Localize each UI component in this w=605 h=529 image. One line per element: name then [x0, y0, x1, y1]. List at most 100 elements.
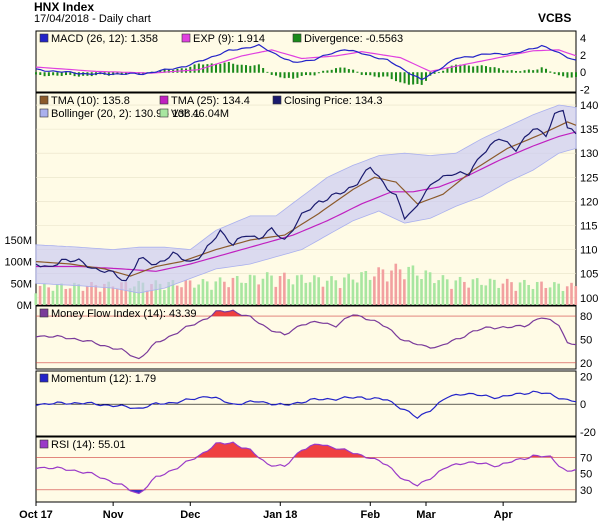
legend-swatch	[39, 373, 49, 383]
divergence-bar	[335, 68, 337, 73]
y-tick-label: 30	[580, 485, 592, 497]
y-tick-label: 125	[580, 172, 598, 184]
exp-line	[35, 49, 577, 74]
volume-bar	[43, 283, 46, 305]
legend-swatch	[272, 95, 282, 105]
volume-bar	[60, 283, 63, 305]
divergence-bar	[455, 64, 457, 73]
volume-bar	[505, 278, 509, 305]
divergence-bar	[232, 63, 235, 73]
volume-tick-label: 100M	[4, 257, 32, 269]
divergence-bar	[523, 70, 526, 73]
y-tick-label: 135	[580, 124, 598, 136]
legend-swatch	[181, 33, 191, 43]
divergence-bar	[570, 72, 573, 78]
volume-bar	[141, 282, 145, 305]
volume-bar	[274, 286, 278, 305]
volume-bar	[510, 282, 513, 305]
volume-bar	[450, 288, 453, 305]
closing-price-line	[35, 109, 577, 282]
volume-bar	[68, 288, 72, 305]
divergence-bar	[107, 72, 110, 76]
volume-bar	[175, 285, 179, 305]
chart-title: HNX Index	[34, 0, 95, 14]
divergence-bar	[356, 71, 359, 73]
legend-label: EXP (9): 1.914	[193, 33, 265, 45]
divergence-bar	[472, 66, 475, 73]
divergence-bar	[257, 64, 260, 73]
divergence-bar	[73, 72, 76, 77]
volume-bar	[390, 270, 393, 305]
divergence-bar	[433, 72, 436, 74]
volume-bar	[454, 280, 458, 305]
legend-swatch	[39, 95, 49, 105]
divergence-bar	[442, 70, 445, 73]
volume-bar	[471, 279, 475, 305]
divergence-bar	[35, 72, 37, 75]
chart-subtitle: 17/04/2018 - Daily chart	[34, 13, 151, 25]
volume-bar	[133, 286, 136, 305]
divergence-bar	[497, 68, 500, 73]
volume-bar	[330, 276, 333, 305]
y-tick-label: 140	[580, 100, 598, 112]
y-tick-label: -20	[580, 427, 596, 439]
volume-bar	[475, 278, 479, 305]
divergence-bar	[519, 71, 522, 73]
volume-bar	[334, 280, 338, 305]
divergence-bar	[219, 63, 222, 73]
volume-tick-label: 150M	[4, 235, 32, 247]
volume-bar	[527, 284, 530, 305]
volume-bar	[197, 284, 200, 305]
divergence-bar	[262, 67, 265, 73]
volume-bar	[287, 279, 290, 305]
volume-bar	[385, 281, 389, 305]
volume-bar	[424, 270, 428, 305]
divergence-bar	[253, 65, 256, 73]
divergence-bar	[69, 72, 72, 75]
y-tick-label: 100	[580, 293, 598, 305]
legend-label: Momentum (12): 1.79	[51, 373, 156, 385]
volume-bar	[235, 275, 239, 305]
divergence-bar	[120, 72, 123, 75]
volume-bar	[85, 286, 89, 305]
divergence-bar	[420, 72, 423, 85]
volume-bar	[501, 283, 505, 305]
divergence-bar	[283, 72, 286, 79]
volume-bar	[111, 286, 115, 305]
legend-label: Divergence: -0.5563	[304, 33, 403, 45]
divergence-bar	[266, 71, 269, 73]
y-tick-label: -2	[580, 84, 590, 96]
volume-bar	[544, 287, 548, 305]
volume-bar	[47, 287, 50, 305]
divergence-bar	[450, 65, 453, 73]
divergence-bar	[557, 72, 560, 76]
divergence-bar	[52, 72, 55, 76]
divergence-bar	[326, 70, 329, 73]
divergence-bar	[125, 72, 127, 75]
divergence-bar	[467, 65, 470, 73]
y-tick-label: 130	[580, 148, 598, 160]
volume-bar	[540, 281, 543, 305]
divergence-bar	[373, 72, 376, 77]
bollinger-band	[35, 104, 577, 294]
divergence-bar	[245, 65, 247, 73]
divergence-bar	[412, 72, 415, 85]
divergence-bar	[395, 72, 397, 82]
legend-swatch	[39, 33, 49, 43]
y-tick-label: 50	[580, 334, 592, 346]
divergence-bar	[279, 72, 282, 78]
volume-bar	[158, 283, 162, 305]
volume-bar	[565, 286, 569, 305]
divergence-bar	[365, 72, 367, 76]
divergence-bar	[377, 72, 380, 78]
x-tick-label: Jan 18	[263, 509, 297, 521]
divergence-bar	[137, 72, 140, 75]
volume-bar	[180, 287, 183, 305]
volume-bar	[433, 283, 436, 305]
divergence-bar	[549, 71, 552, 73]
divergence-bar	[575, 72, 577, 77]
volume-bar	[201, 279, 205, 305]
divergence-bar	[566, 72, 569, 78]
volume-bar	[81, 290, 85, 305]
divergence-bar	[223, 62, 226, 73]
